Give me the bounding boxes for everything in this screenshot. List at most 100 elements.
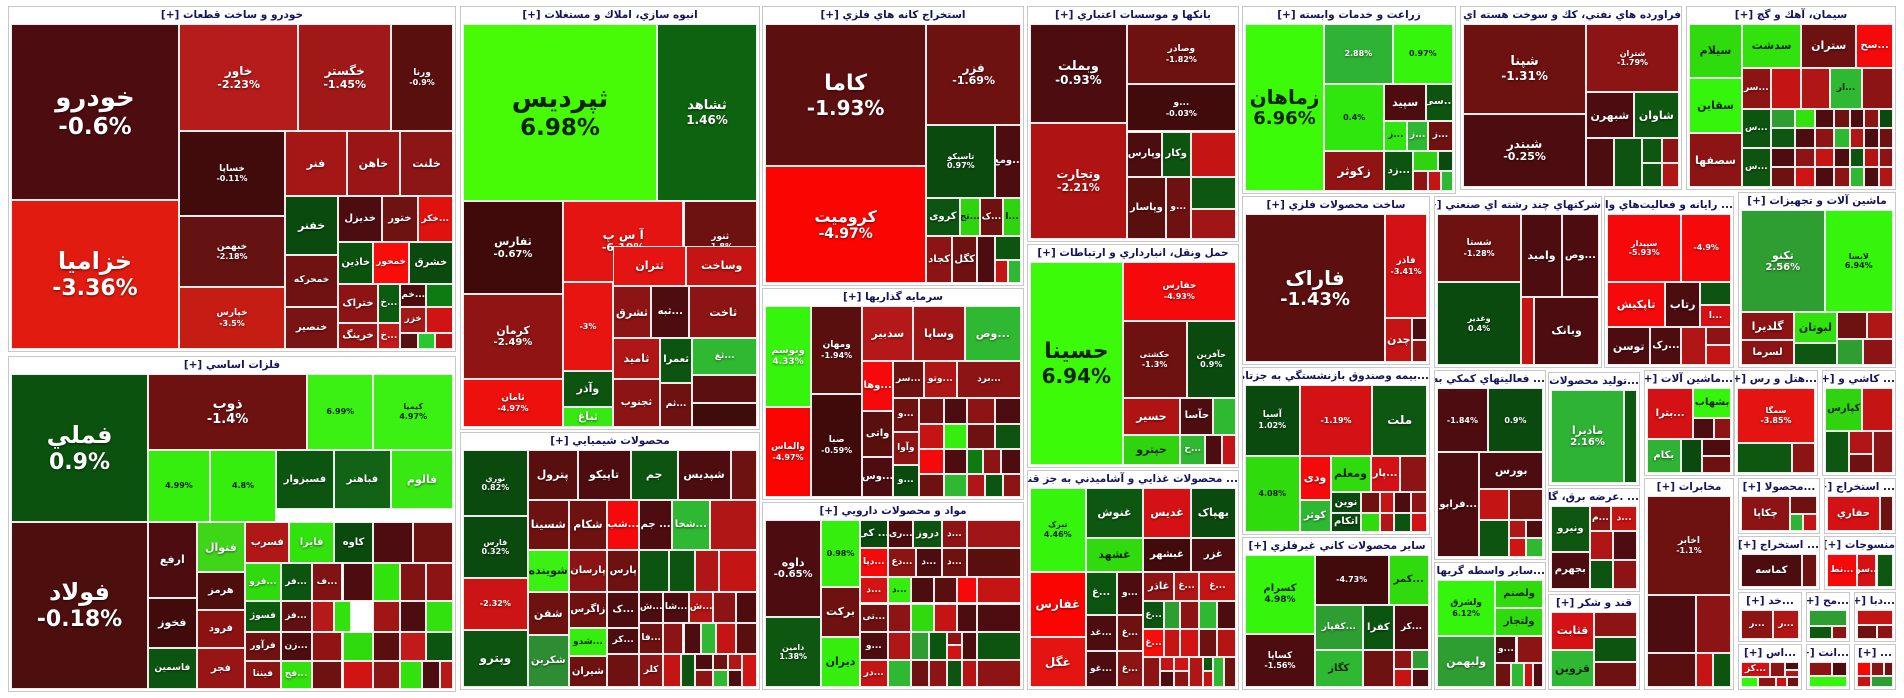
stock-tile[interactable] <box>1589 530 1613 560</box>
stock-tile[interactable]: وصادر -1.82% <box>1126 24 1236 85</box>
stock-tile[interactable]: ...و <box>1165 176 1191 239</box>
stock-tile[interactable]: چدن <box>1385 317 1413 362</box>
stock-tile[interactable]: کوثر <box>1299 499 1331 532</box>
stock-tile[interactable]: بورس <box>1479 452 1543 490</box>
stock-tile[interactable] <box>662 653 681 687</box>
stock-tile[interactable]: ...و <box>893 397 919 433</box>
stock-tile[interactable]: داوه -0.65% <box>765 520 822 617</box>
stock-tile[interactable] <box>1143 657 1160 687</box>
sector-header[interactable]: فراورده هاي نفتي، كك و سوخت هسته اي [+] <box>1461 7 1681 23</box>
stock-tile[interactable]: ...ش <box>639 592 663 623</box>
stock-tile[interactable] <box>1174 657 1189 672</box>
sector-header[interactable]: ...مح [+] <box>1807 593 1849 609</box>
stock-tile[interactable] <box>1809 662 1832 676</box>
stock-tile[interactable]: 4.99% <box>148 449 210 523</box>
stock-tile[interactable] <box>1801 554 1817 587</box>
stock-tile[interactable]: فباهنر <box>333 449 392 510</box>
stock-tile[interactable] <box>712 653 728 671</box>
stock-tile[interactable] <box>1878 108 1893 129</box>
stock-tile[interactable]: فاراک -1.43% <box>1245 214 1386 362</box>
stock-tile[interactable] <box>967 424 996 450</box>
stock-tile[interactable]: بجهرم <box>1551 551 1590 589</box>
stock-tile[interactable] <box>1790 496 1817 514</box>
stock-tile[interactable] <box>373 632 400 661</box>
stock-tile[interactable] <box>727 653 743 671</box>
stock-tile[interactable] <box>977 603 1021 632</box>
stock-tile[interactable] <box>1714 417 1731 439</box>
stock-tile[interactable] <box>399 600 427 633</box>
stock-tile[interactable]: گلدیرا <box>1741 312 1795 341</box>
stock-tile[interactable] <box>995 236 1021 260</box>
stock-tile[interactable]: خفنر <box>285 196 339 255</box>
stock-tile[interactable] <box>946 645 963 661</box>
stock-tile[interactable] <box>1770 128 1796 148</box>
stock-tile[interactable]: حفارس -4.93% <box>1122 262 1236 321</box>
stock-tile[interactable] <box>1399 455 1427 493</box>
stock-tile[interactable]: خودرو -0.6% <box>11 24 179 200</box>
stock-tile[interactable]: ...ح <box>1180 434 1206 465</box>
sector-header[interactable]: ماشين آلات و تجهيزات [+] <box>1739 193 1895 209</box>
stock-tile[interactable]: غفارس <box>1030 571 1086 638</box>
stock-tile[interactable]: کروی <box>926 197 960 237</box>
stock-tile[interactable] <box>1516 635 1543 664</box>
stock-tile[interactable]: ثفارس -0.67% <box>463 201 563 294</box>
stock-tile[interactable]: وامید <box>1521 214 1562 298</box>
stock-tile[interactable]: بشهاب <box>1693 388 1731 418</box>
stock-tile[interactable]: ...شدو <box>568 627 608 657</box>
stock-tile[interactable]: ...زد <box>1384 150 1414 191</box>
stock-tile[interactable]: فزر -1.69% <box>926 24 1021 125</box>
stock-tile[interactable]: شاوان <box>1633 92 1679 139</box>
stock-tile[interactable] <box>426 306 453 333</box>
stock-tile[interactable]: فسوژ <box>245 600 281 633</box>
stock-tile[interactable]: ...دپا <box>859 548 888 577</box>
stock-tile[interactable]: فینتا <box>245 660 281 689</box>
stock-tile[interactable]: ...د <box>941 520 968 549</box>
stock-tile[interactable] <box>1862 68 1893 109</box>
stock-tile[interactable]: وساخت <box>686 245 757 286</box>
stock-tile[interactable] <box>1213 657 1224 687</box>
stock-tile[interactable]: ...وص <box>1561 214 1599 298</box>
stock-tile[interactable]: بکام <box>1647 439 1681 473</box>
stock-tile[interactable]: ارفع <box>148 522 197 598</box>
stock-tile[interactable]: ختراک <box>338 284 378 323</box>
stock-tile[interactable]: ...ز <box>1428 120 1453 151</box>
stock-tile[interactable] <box>435 332 453 349</box>
stock-tile[interactable] <box>1850 167 1865 187</box>
stock-tile[interactable] <box>1809 675 1847 687</box>
sector-header[interactable]: شركتهاي چند رشته اي صنعتي [+] <box>1435 197 1601 213</box>
stock-tile[interactable]: ...ک <box>607 592 640 628</box>
stock-tile[interactable] <box>967 449 983 475</box>
stock-tile[interactable] <box>1775 677 1788 687</box>
stock-tile[interactable] <box>727 670 743 687</box>
stock-tile[interactable]: ثامان -4.97% <box>463 378 563 427</box>
stock-tile[interactable] <box>1203 671 1214 687</box>
stock-tile[interactable]: ...سی <box>1425 84 1453 121</box>
stock-tile[interactable] <box>399 632 427 661</box>
stock-tile[interactable] <box>1815 108 1834 129</box>
stock-tile[interactable]: پترول <box>527 450 578 500</box>
stock-tile[interactable] <box>1479 519 1510 557</box>
stock-tile[interactable] <box>1758 677 1776 687</box>
sector-header[interactable]: ... .عرضه برق، گاز [+] <box>1549 489 1639 505</box>
stock-tile[interactable] <box>1410 512 1427 532</box>
stock-tile[interactable]: ...و -0.03% <box>1126 84 1236 132</box>
stock-tile[interactable]: ...د <box>1611 506 1637 531</box>
stock-tile[interactable] <box>311 600 334 633</box>
stock-tile[interactable] <box>712 592 737 623</box>
stock-tile[interactable] <box>1217 601 1236 630</box>
stock-tile[interactable]: سقاین <box>1689 77 1743 134</box>
stock-tile[interactable] <box>1833 128 1851 148</box>
stock-tile[interactable]: لابسا 6.94% <box>1824 210 1893 313</box>
stock-tile[interactable]: ...فج <box>280 660 312 689</box>
stock-tile[interactable]: خدیزل <box>338 196 383 242</box>
stock-tile[interactable] <box>1712 652 1731 687</box>
stock-tile[interactable] <box>1833 108 1851 129</box>
stock-tile[interactable]: ثجنوب <box>612 378 660 427</box>
stock-tile[interactable]: خشرق <box>408 241 453 284</box>
stock-tile[interactable] <box>1379 512 1395 532</box>
stock-tile[interactable]: ...فز <box>280 600 312 633</box>
stock-tile[interactable]: ...غو <box>1085 651 1117 687</box>
stock-tile[interactable] <box>1412 317 1427 340</box>
stock-tile[interactable] <box>426 600 453 633</box>
stock-tile[interactable]: ...د <box>916 548 942 577</box>
